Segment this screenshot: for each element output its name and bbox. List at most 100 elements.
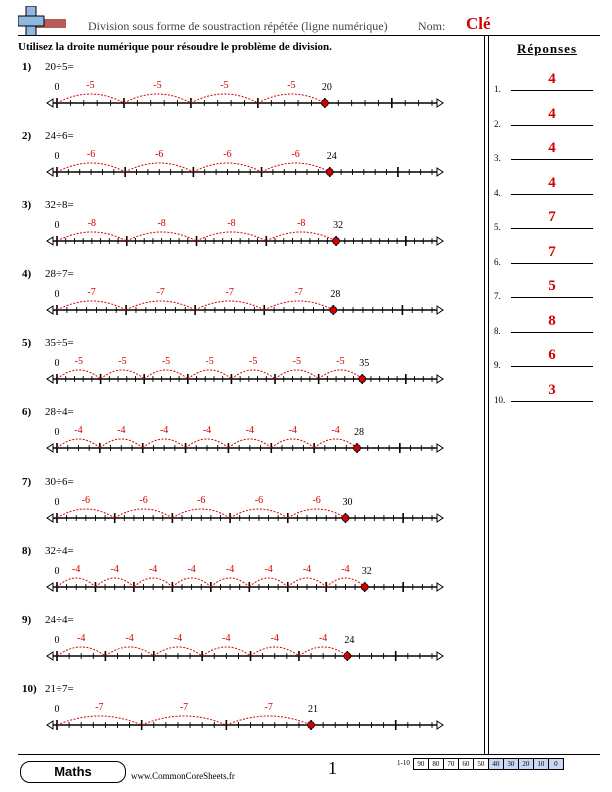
instructions: Utilisez la droite numérique pour résoud… bbox=[18, 41, 332, 53]
problem-text: 28÷4= bbox=[45, 406, 74, 418]
hop-label: -5 bbox=[287, 80, 295, 91]
hop-label: -8 bbox=[297, 218, 305, 229]
dividend-label: 30 bbox=[342, 497, 352, 508]
score-cell: 60 bbox=[457, 758, 474, 770]
hop-arc bbox=[124, 162, 194, 173]
hop-arc bbox=[274, 369, 319, 380]
hop-arc bbox=[261, 162, 330, 173]
dividend-dot bbox=[320, 99, 329, 107]
hop-label: -4 bbox=[203, 425, 211, 436]
arrow-right-icon bbox=[436, 98, 444, 108]
score-table: 1-10 90 80 70 60 50 40 30 20 10 0 bbox=[396, 758, 564, 770]
problem-text: 30÷6= bbox=[45, 476, 74, 488]
hop-label: -4 bbox=[289, 425, 297, 436]
hop-arc bbox=[56, 646, 106, 657]
hop-label: -4 bbox=[303, 564, 311, 575]
hop-arc bbox=[56, 162, 126, 173]
hop-label: -7 bbox=[156, 287, 164, 298]
answer-number: 3. bbox=[494, 153, 501, 163]
problem-text: 21÷7= bbox=[45, 683, 74, 695]
answer-key-label: Clé bbox=[466, 14, 491, 33]
arrow-left-icon bbox=[46, 167, 54, 177]
footer-divider bbox=[18, 754, 600, 755]
hop-arc bbox=[185, 438, 229, 449]
hop-label: -7 bbox=[87, 287, 95, 298]
hop-arc bbox=[318, 369, 363, 380]
hop-label: -4 bbox=[246, 425, 254, 436]
hop-label: -6 bbox=[223, 149, 231, 160]
dividend-label: 28 bbox=[330, 289, 340, 300]
hop-label: -5 bbox=[162, 356, 170, 367]
zero-label: 0 bbox=[55, 635, 60, 646]
answer-line bbox=[511, 124, 593, 126]
answer-number: 10. bbox=[494, 394, 506, 405]
dividend-dot bbox=[353, 444, 361, 452]
arrow-left-icon bbox=[46, 513, 54, 523]
hop-label: -4 bbox=[331, 425, 339, 436]
hop-arc bbox=[125, 300, 196, 311]
hop-label: -8 bbox=[227, 218, 235, 229]
problem-number: 8) bbox=[22, 545, 32, 557]
score-cell: 40 bbox=[487, 758, 504, 770]
zero-label: 0 bbox=[55, 151, 60, 162]
hop-arc bbox=[141, 715, 227, 726]
dividend-label: 20 bbox=[322, 82, 332, 93]
hop-arc bbox=[190, 93, 259, 104]
hop-arc bbox=[196, 231, 267, 242]
answer-line bbox=[511, 90, 593, 91]
hop-label: -8 bbox=[157, 218, 165, 229]
hop-arc bbox=[95, 577, 135, 588]
hop-label: -7 bbox=[180, 702, 188, 713]
brand-badge: Maths bbox=[20, 761, 126, 783]
score-cell: 70 bbox=[442, 758, 459, 770]
arrow-right-icon bbox=[436, 443, 444, 453]
hop-label: -4 bbox=[174, 633, 182, 644]
hop-label: -4 bbox=[149, 564, 157, 575]
hop-arc bbox=[56, 93, 125, 104]
hop-label: -5 bbox=[86, 80, 94, 91]
answer-value: 4 bbox=[548, 105, 556, 122]
hop-label: -6 bbox=[87, 149, 95, 160]
hop-label: -6 bbox=[197, 495, 205, 506]
hop-label: -7 bbox=[265, 702, 273, 713]
hop-arc bbox=[56, 715, 142, 726]
arrow-left-icon bbox=[46, 374, 54, 384]
hop-label: -5 bbox=[75, 356, 83, 367]
hop-arc bbox=[105, 646, 155, 657]
problem-number: 1) bbox=[22, 61, 32, 73]
hop-label: -5 bbox=[293, 356, 301, 367]
arrow-left-icon bbox=[46, 236, 54, 246]
hop-label: -5 bbox=[249, 356, 257, 367]
problem-text: 32÷8= bbox=[45, 199, 74, 211]
dividend-dot bbox=[307, 721, 315, 729]
hop-label: -7 bbox=[226, 287, 234, 298]
answer-number: 4. bbox=[494, 187, 501, 198]
dividend-dot bbox=[360, 583, 369, 591]
hop-arc bbox=[231, 369, 276, 380]
answer-line bbox=[511, 228, 593, 229]
hop-arc bbox=[153, 646, 203, 657]
answer-line bbox=[511, 159, 593, 160]
hop-arc bbox=[257, 93, 326, 104]
column-divider-right bbox=[488, 36, 489, 754]
answer-line bbox=[511, 193, 593, 195]
problem-text: 20÷5= bbox=[45, 61, 74, 73]
answer-value: 5 bbox=[548, 278, 556, 294]
problem-text: 28÷7= bbox=[45, 268, 74, 280]
answer-number: 8. bbox=[494, 325, 501, 336]
hop-arc bbox=[266, 231, 337, 242]
arrow-left-icon bbox=[46, 443, 54, 453]
score-cell: 50 bbox=[472, 758, 489, 770]
hop-arc bbox=[228, 438, 272, 449]
answer-number: 9. bbox=[494, 360, 501, 370]
answer-number: 5. bbox=[494, 222, 501, 232]
hop-label: -5 bbox=[118, 356, 126, 367]
hop-arc bbox=[56, 577, 96, 588]
arrow-right-icon bbox=[436, 513, 444, 523]
hop-label: -4 bbox=[226, 564, 234, 575]
hop-label: -5 bbox=[153, 80, 161, 91]
zero-label: 0 bbox=[55, 566, 60, 577]
hop-label: -5 bbox=[205, 356, 213, 367]
hop-arc bbox=[56, 369, 101, 380]
dividend-dot bbox=[332, 237, 340, 245]
